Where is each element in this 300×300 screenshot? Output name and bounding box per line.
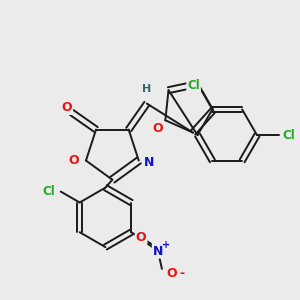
Text: N: N [153, 244, 163, 258]
Text: -: - [179, 267, 184, 280]
Text: Cl: Cl [187, 79, 200, 92]
Text: N: N [143, 156, 154, 169]
Text: Cl: Cl [43, 185, 55, 198]
Text: +: + [162, 240, 170, 250]
Text: O: O [152, 122, 163, 135]
Text: O: O [167, 267, 177, 280]
Text: Cl: Cl [282, 129, 295, 142]
Text: O: O [136, 231, 146, 244]
Text: O: O [69, 154, 80, 167]
Text: H: H [142, 84, 152, 94]
Text: O: O [61, 101, 72, 114]
